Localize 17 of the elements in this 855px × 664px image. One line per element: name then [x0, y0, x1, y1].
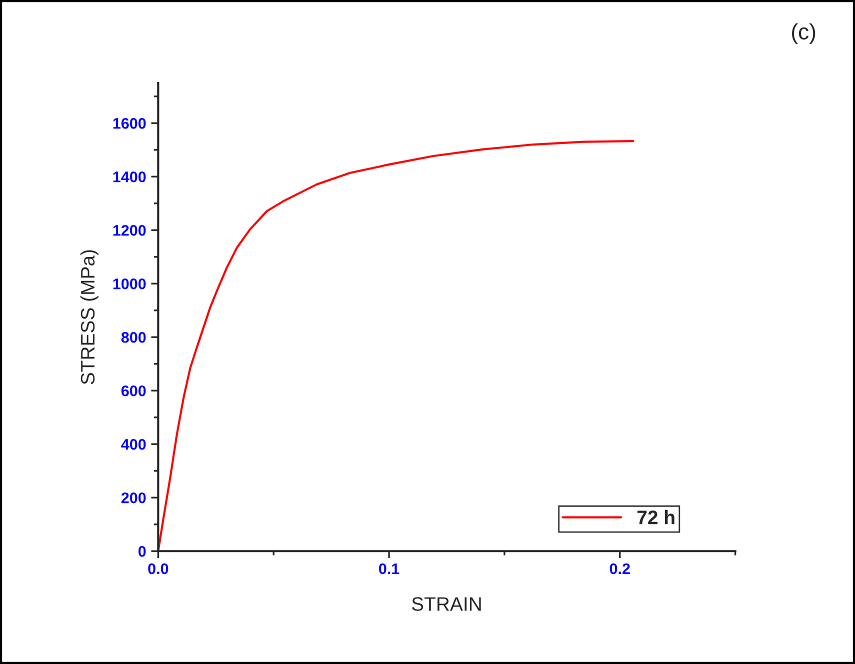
y-tick-label: 1400 [113, 171, 146, 182]
y-tick-label: 1600 [113, 118, 146, 129]
y-tick-label: 200 [121, 492, 146, 504]
x-axis-title: STRAIN [412, 597, 481, 611]
x-tick-label: 0.2 [610, 563, 630, 574]
y-tick-label: 600 [121, 385, 146, 396]
x-tick-label: 0.0 [148, 563, 168, 574]
y-tick-label: 800 [121, 332, 146, 343]
legend-label: 72 h [637, 510, 674, 524]
line-series [158, 140, 634, 552]
text: (c) [792, 23, 816, 44]
y-tick-label: 400 [121, 438, 146, 450]
y-tick-label: 1200 [113, 224, 146, 236]
y-axis-title: STRESS (MPa) [80, 250, 98, 384]
y-tick-label: 1000 [113, 278, 146, 290]
x-tick-label: 0.1 [379, 563, 400, 574]
y-tick-label: 0 [138, 546, 146, 557]
